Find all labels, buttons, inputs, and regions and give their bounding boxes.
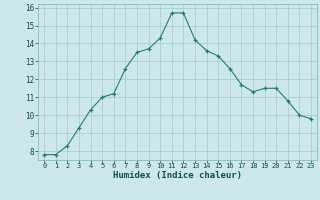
- X-axis label: Humidex (Indice chaleur): Humidex (Indice chaleur): [113, 171, 242, 180]
